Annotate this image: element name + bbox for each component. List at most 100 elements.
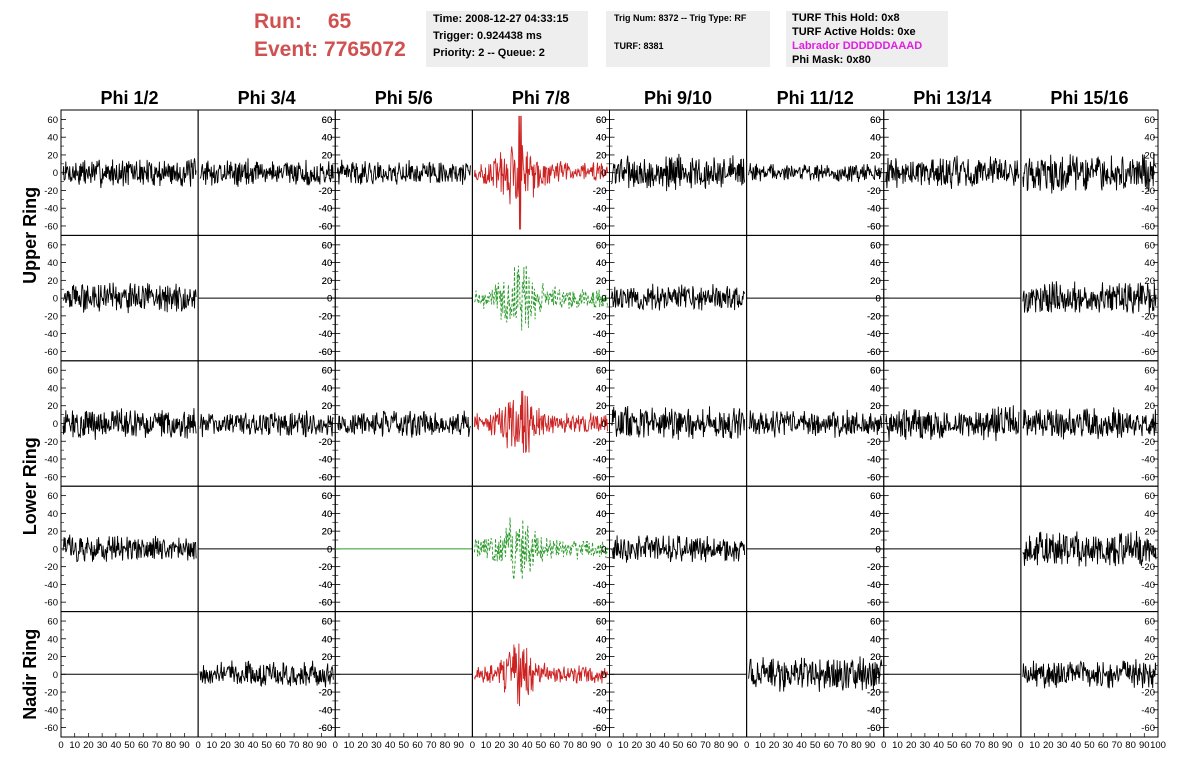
triggered-trace <box>473 115 608 230</box>
y-tick-label: 60 <box>47 366 58 377</box>
y-tick-label: -40 <box>593 204 607 215</box>
y-tick-label: 20 <box>596 150 607 161</box>
y-tick-label: -60 <box>319 472 333 483</box>
waveform-trace <box>62 408 197 440</box>
y-tick-label: -60 <box>593 472 607 483</box>
x-tick-label: 70 <box>426 740 437 751</box>
priority-text: Priority: 2 -- Queue: 2 <box>433 47 545 59</box>
run-label: Run: <box>254 10 302 33</box>
y-tick-label: -40 <box>1141 329 1155 340</box>
x-tick-label: 40 <box>1070 740 1081 751</box>
y-tick-label: 20 <box>47 276 58 287</box>
x-tick-label: 20 <box>632 740 643 751</box>
y-tick-label: 0 <box>601 419 606 430</box>
y-tick-label: 60 <box>596 115 607 126</box>
x-tick-label: 0 <box>881 740 886 751</box>
y-tick-label: -20 <box>867 562 881 573</box>
x-tick-label: 70 <box>837 740 848 751</box>
y-tick-label: 0 <box>53 419 58 430</box>
y-tick-label: 20 <box>596 276 607 287</box>
y-tick-label: 20 <box>322 401 333 412</box>
y-tick-label: 40 <box>870 258 881 269</box>
y-tick-label: -60 <box>1141 347 1155 358</box>
y-tick-label: 60 <box>1144 617 1155 628</box>
y-tick-label: 40 <box>1144 258 1155 269</box>
y-tick-label: -20 <box>44 311 58 322</box>
y-tick-label: -20 <box>593 562 607 573</box>
x-tick-label: 90 <box>453 740 464 751</box>
y-tick-label: 40 <box>322 258 333 269</box>
y-tick-label: 0 <box>601 419 606 430</box>
y-tick-label: -20 <box>867 688 881 699</box>
column-label: Phi 5/6 <box>375 88 433 108</box>
y-tick-label: 40 <box>1144 509 1155 520</box>
y-tick-label: -20 <box>593 311 607 322</box>
y-tick-label: -60 <box>319 723 333 734</box>
y-tick-label: -40 <box>867 329 881 340</box>
y-tick-label: -60 <box>867 723 881 734</box>
y-tick-label: 40 <box>322 133 333 144</box>
y-tick-label: -20 <box>319 311 333 322</box>
x-tick-label: 0 <box>333 740 338 751</box>
y-tick-label: 0 <box>601 544 606 555</box>
column-label: Phi 13/14 <box>913 88 991 108</box>
y-tick-label: 60 <box>870 366 881 377</box>
x-tick-label: 30 <box>508 740 519 751</box>
y-tick-label: -40 <box>593 580 607 591</box>
y-tick-label: -40 <box>319 329 333 340</box>
x-tick-label: 0 <box>744 740 749 751</box>
y-tick-label: 60 <box>870 491 881 502</box>
trigger-info-box: Trig Num: 8372 -- Trig Type: RF TURF: 83… <box>606 11 770 67</box>
x-tick-label: 0 <box>1018 740 1023 751</box>
trig-num-text: Trig Num: 8372 -- Trig Type: RF <box>614 13 747 23</box>
y-tick-label: 60 <box>870 240 881 251</box>
labrador-text: Labrador DDDDDDAAAD <box>792 40 923 52</box>
y-tick-label: -60 <box>593 221 607 232</box>
y-tick-label: 20 <box>322 150 333 161</box>
y-tick-label: 40 <box>596 634 607 645</box>
y-tick-label: -20 <box>593 562 607 573</box>
y-tick-label: 60 <box>596 617 607 628</box>
y-tick-label: 60 <box>47 491 58 502</box>
y-tick-label: -40 <box>319 204 333 215</box>
trigger-text: Trigger: 0.924438 ms <box>433 30 542 42</box>
y-tick-label: 60 <box>322 366 333 377</box>
y-tick-label: 60 <box>596 115 607 126</box>
y-tick-label: 20 <box>596 652 607 663</box>
waveform-trace <box>885 155 1020 189</box>
y-tick-label: -60 <box>44 723 58 734</box>
x-tick-label: 90 <box>1139 740 1150 751</box>
y-tick-label: -40 <box>319 455 333 466</box>
y-tick-label: 20 <box>1144 401 1155 412</box>
y-tick-label: 60 <box>322 240 333 251</box>
x-tick-label: 90 <box>179 740 190 751</box>
y-tick-label: -40 <box>867 455 881 466</box>
y-tick-label: 40 <box>596 258 607 269</box>
y-tick-label: 20 <box>870 276 881 287</box>
y-tick-label: -60 <box>319 347 333 358</box>
y-tick-label: 60 <box>322 491 333 502</box>
y-tick-label: 0 <box>327 168 332 179</box>
x-tick-label: 80 <box>851 740 862 751</box>
x-tick-label: 20 <box>769 740 780 751</box>
row-label: Nadir Ring <box>20 629 40 720</box>
y-tick-label: -60 <box>867 472 881 483</box>
y-tick-label: 40 <box>596 383 607 394</box>
x-tick-label: 80 <box>988 740 999 751</box>
y-tick-label: 40 <box>596 509 607 520</box>
x-tick-label: 80 <box>165 740 176 751</box>
y-tick-label: 60 <box>47 115 58 126</box>
column-label: Phi 7/8 <box>512 88 570 108</box>
y-tick-label: -60 <box>867 347 881 358</box>
y-tick-label: 40 <box>47 133 58 144</box>
y-tick-label: 40 <box>322 133 333 144</box>
x-tick-label: 50 <box>1084 740 1095 751</box>
waveform-trace <box>199 410 334 438</box>
cross-pol-trace <box>473 517 608 580</box>
y-tick-label: 40 <box>596 509 607 520</box>
x-tick-label: 40 <box>659 740 670 751</box>
y-tick-label: 0 <box>601 168 606 179</box>
y-tick-label: -20 <box>1141 437 1155 448</box>
y-tick-label: 20 <box>596 150 607 161</box>
y-tick-label: 20 <box>596 652 607 663</box>
